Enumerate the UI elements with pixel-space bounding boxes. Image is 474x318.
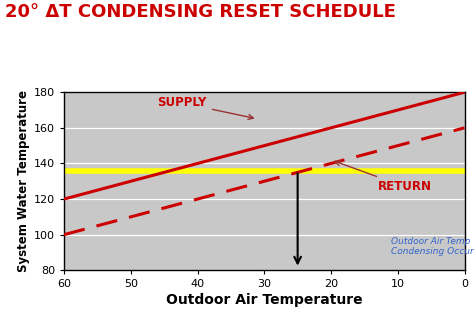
Y-axis label: System Water Temperature: System Water Temperature (17, 90, 30, 272)
Text: Outdoor Air Temp When
Condensing Occurs: Outdoor Air Temp When Condensing Occurs (391, 237, 474, 256)
Text: RETURN: RETURN (335, 161, 432, 193)
X-axis label: Outdoor Air Temperature: Outdoor Air Temperature (166, 294, 363, 308)
Text: 20° ΔT CONDENSING RESET SCHEDULE: 20° ΔT CONDENSING RESET SCHEDULE (5, 3, 396, 21)
Text: SUPPLY: SUPPLY (157, 96, 253, 120)
